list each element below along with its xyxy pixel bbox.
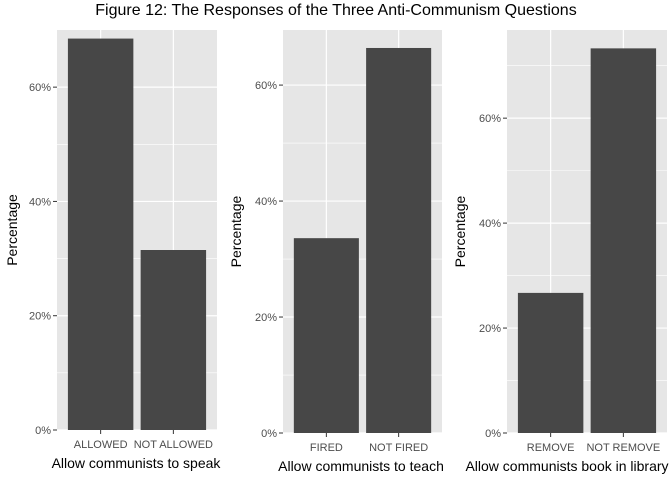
bar-not-remove xyxy=(590,48,657,434)
x-tick-label: REMOVE xyxy=(527,442,575,454)
y-tick-label: 40% xyxy=(255,196,277,208)
bar-not-allowed xyxy=(140,250,207,430)
y-tick-label: 0% xyxy=(485,428,501,440)
x-axis-label: Allow communists to speak xyxy=(52,455,222,471)
y-tick-label: 20% xyxy=(479,323,501,335)
y-axis-label: Percentage xyxy=(228,195,244,267)
x-tick-label: ALLOWED xyxy=(74,439,128,451)
y-tick-label: 40% xyxy=(29,196,51,208)
x-tick-label: FIRED xyxy=(310,442,343,454)
y-tick-label: 60% xyxy=(479,113,501,125)
x-axis-label: Allow communists to teach xyxy=(278,458,444,474)
bar-remove xyxy=(517,292,584,433)
y-tick-label: 60% xyxy=(29,82,51,94)
chart-panel-3: REMOVE NOT REMOVE 0% 20% 40% 60% Percentage All… xyxy=(452,30,669,474)
bar-allowed xyxy=(67,38,134,430)
y-tick-label: 60% xyxy=(255,80,277,92)
chart-panel-1: ALLOWED NOT ALLOWED 0% 20% 40% 60% Percentage A… xyxy=(4,30,221,471)
x-tick-label: NOT ALLOWED xyxy=(134,439,213,451)
y-tick-label: 20% xyxy=(29,311,51,323)
x-tick-label: NOT FIRED xyxy=(369,442,428,454)
y-tick-label: 20% xyxy=(255,312,277,324)
bar-not-fired xyxy=(366,47,432,434)
chart-panel-2: FIRED NOT FIRED 0% 20% 40% 60% Percentage Allow… xyxy=(228,30,444,474)
y-tick-label: 0% xyxy=(35,425,51,437)
figure-title: Figure 12: The Responses of the Three An… xyxy=(95,2,577,19)
bar-fired xyxy=(293,238,359,433)
y-axis-label: Percentage xyxy=(452,195,468,267)
x-tick-label: NOT REMOVE xyxy=(586,442,660,454)
y-tick-label: 40% xyxy=(479,218,501,230)
x-axis-label: Allow communists book in library xyxy=(465,458,668,474)
y-axis-label: Percentage xyxy=(4,194,20,266)
y-tick-label: 0% xyxy=(261,428,277,440)
